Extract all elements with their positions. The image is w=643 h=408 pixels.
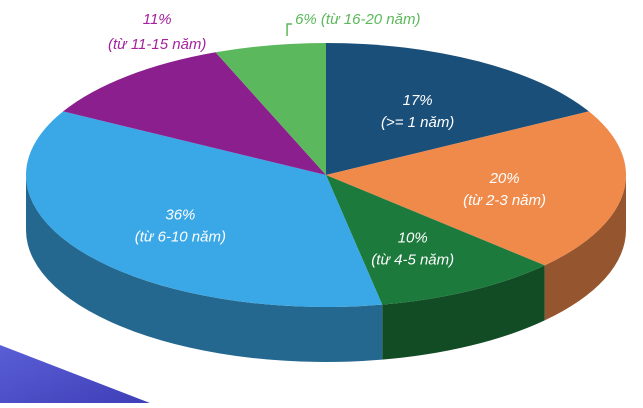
slice-label-desc-0: (>= 1 năm)	[381, 114, 454, 131]
slice-side-2	[382, 265, 545, 360]
slice-label-pct-3: 36%	[165, 207, 195, 224]
pie-depth	[26, 175, 626, 362]
slice-4	[63, 52, 326, 176]
leader-line-5	[286, 23, 293, 36]
slice-0	[326, 43, 589, 175]
slice-label-desc-1: (từ 2-3 năm)	[463, 192, 546, 209]
slice-3	[26, 111, 383, 308]
slice-side-1	[544, 175, 626, 321]
pie-labels: 17% (>= 1 năm) 20% (từ 2-3 năm) 10% (từ 4-5 n…	[108, 11, 546, 268]
slice-label-pct-1: 20%	[489, 170, 520, 187]
slice-label-5: 6% (từ 16-20 năm)	[295, 11, 420, 28]
slice-label-desc-3: (từ 6-10 năm)	[135, 229, 226, 246]
pie-slices	[26, 43, 627, 308]
slice-label-pct-0: 17%	[403, 92, 433, 109]
slice-1	[326, 111, 627, 266]
slice-label-desc-4: (từ 11-15 năm)	[108, 36, 206, 53]
slice-label-pct-4: 11%	[143, 11, 172, 28]
slice-label-desc-2: (từ 4-5 năm)	[371, 251, 454, 268]
slice-label-pct-2: 10%	[398, 229, 428, 246]
slice-2	[326, 175, 545, 305]
slice-5	[215, 43, 326, 175]
background-decoration	[0, 345, 150, 403]
slice-side-3	[26, 175, 383, 362]
